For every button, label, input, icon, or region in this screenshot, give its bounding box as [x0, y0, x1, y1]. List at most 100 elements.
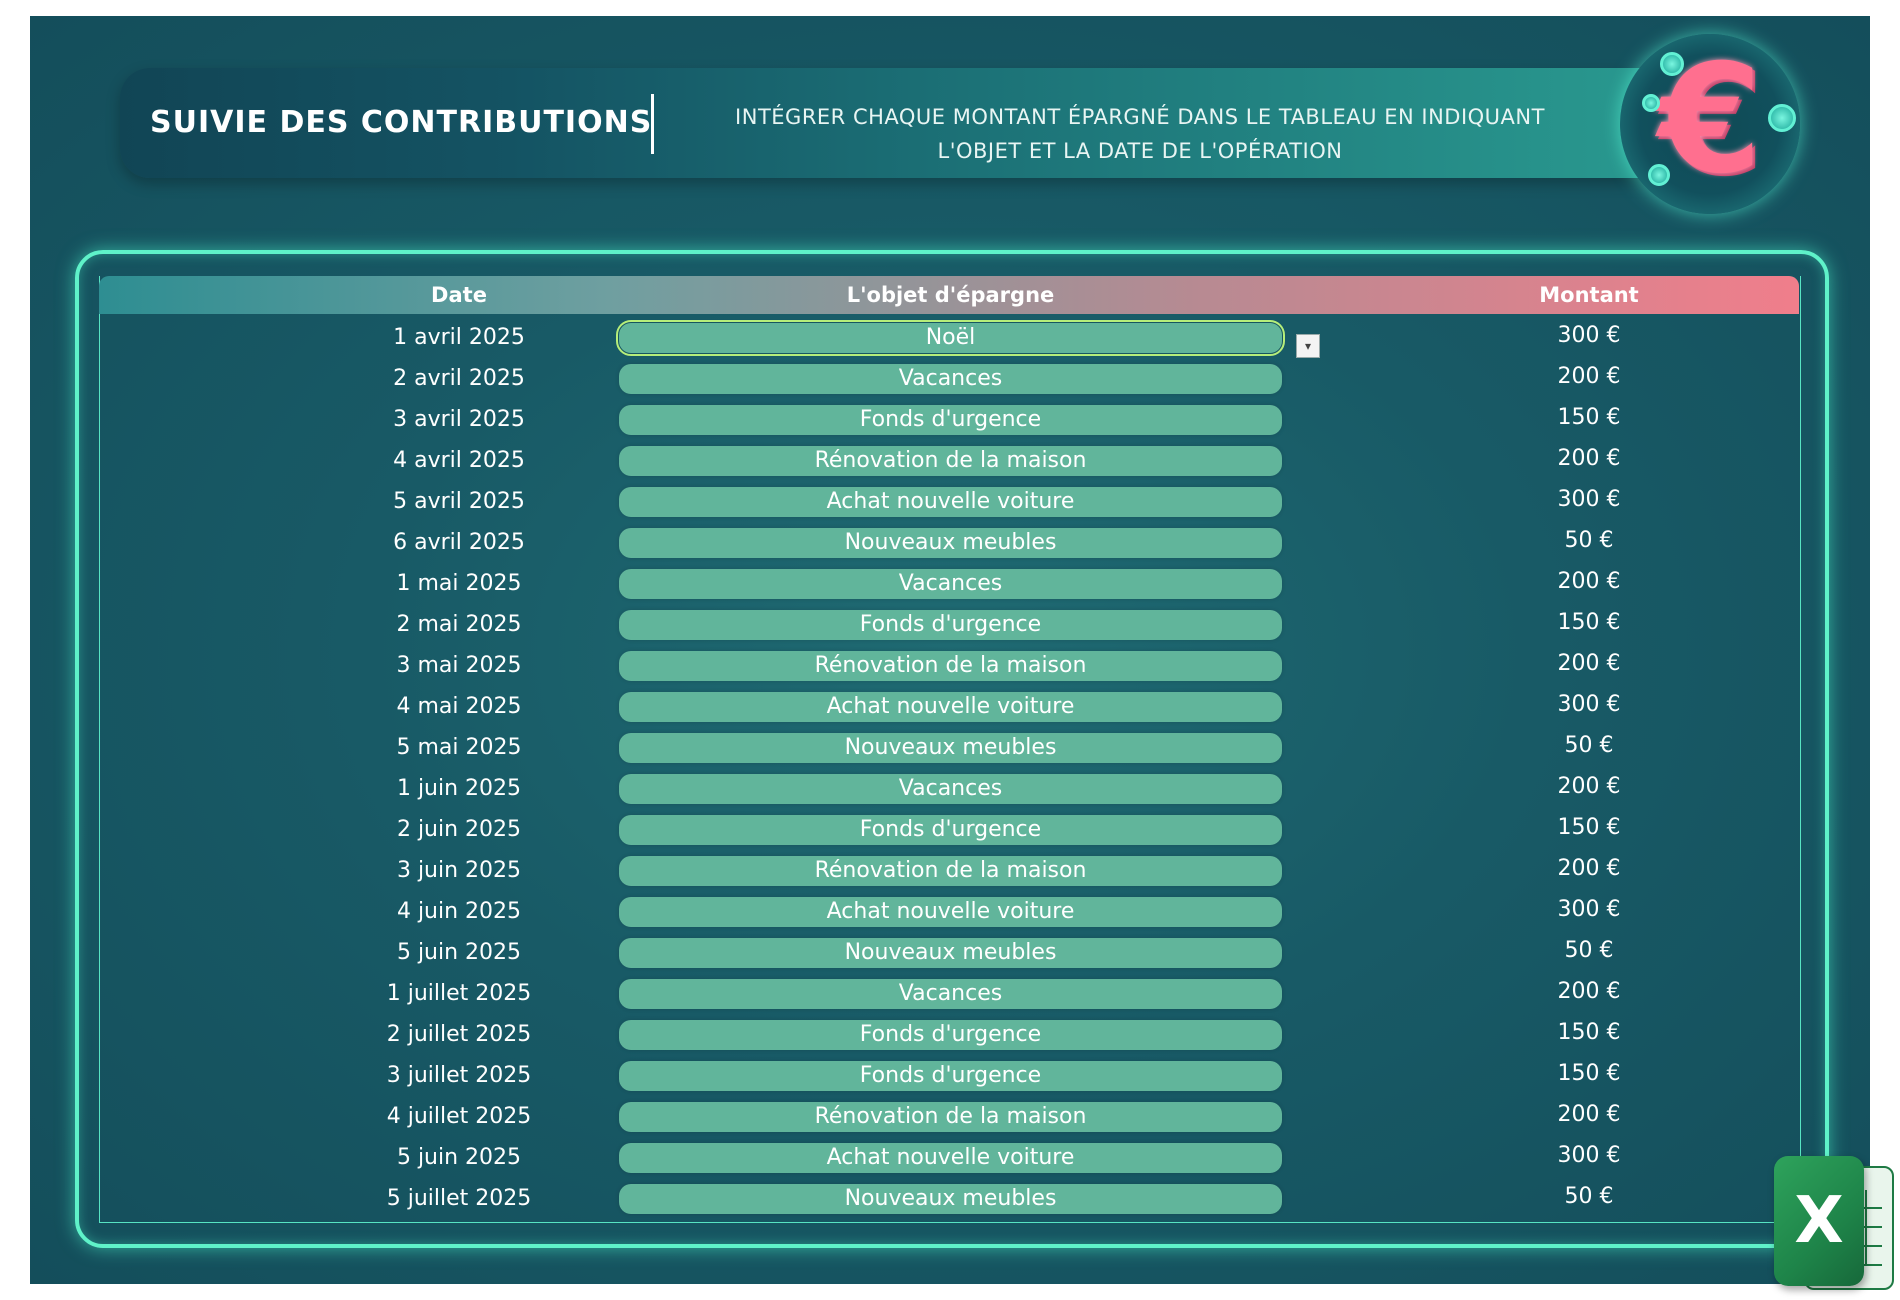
column-header-date[interactable]: Date [431, 283, 487, 307]
table-row: 5 avril 2025 Achat nouvelle voiture 300 € [99, 481, 1799, 522]
cell-montant[interactable]: 200 € [1557, 569, 1621, 594]
cell-date[interactable]: 5 avril 2025 [393, 489, 525, 514]
cell-date[interactable]: 5 juin 2025 [396, 1145, 522, 1170]
cell-objet-dropdown[interactable]: Fonds d'urgence [619, 405, 1282, 435]
cell-montant[interactable]: 200 € [1557, 651, 1621, 676]
cell-objet-dropdown[interactable]: Fonds d'urgence [619, 815, 1282, 845]
cell-date[interactable]: 2 avril 2025 [393, 366, 525, 391]
table-row: 2 mai 2025 Fonds d'urgence 150 € [99, 604, 1799, 645]
cell-montant[interactable]: 150 € [1557, 815, 1621, 840]
table-row: 4 mai 2025 Achat nouvelle voiture 300 € [99, 686, 1799, 727]
cell-date[interactable]: 1 avril 2025 [393, 325, 525, 350]
page-title: SUIVIE DES CONTRIBUTIONS [150, 105, 653, 140]
excel-badge: X [1774, 1156, 1864, 1286]
table-row: 2 juillet 2025 Fonds d'urgence 150 € [99, 1014, 1799, 1055]
column-header-objet[interactable]: L'objet d'épargne [846, 283, 1055, 307]
cell-montant[interactable]: 200 € [1557, 364, 1621, 389]
cell-date[interactable]: 2 mai 2025 [396, 612, 522, 637]
cell-objet-dropdown[interactable]: Achat nouvelle voiture [619, 1143, 1282, 1173]
title-divider [651, 94, 654, 154]
cell-montant[interactable]: 300 € [1557, 692, 1621, 717]
subtitle-line-1: INTÉGRER CHAQUE MONTANT ÉPARGNÉ DANS LE … [735, 105, 1545, 129]
table-row: 5 juillet 2025 Nouveaux meubles 50 € [99, 1178, 1799, 1219]
cell-date[interactable]: 4 mai 2025 [396, 694, 522, 719]
cell-objet-dropdown[interactable]: Fonds d'urgence [619, 1061, 1282, 1091]
table-row: 2 avril 2025 Vacances 200 € [99, 358, 1799, 399]
cell-montant[interactable]: 300 € [1557, 1143, 1621, 1168]
cell-montant[interactable]: 50 € [1564, 938, 1614, 963]
column-header-montant[interactable]: Montant [1539, 283, 1639, 307]
cell-montant[interactable]: 50 € [1564, 528, 1614, 553]
table-row: 5 mai 2025 Nouveaux meubles 50 € [99, 727, 1799, 768]
cell-objet-dropdown[interactable]: Fonds d'urgence [619, 1020, 1282, 1050]
cell-montant[interactable]: 200 € [1557, 774, 1621, 799]
subtitle-line-2: L'OBJET ET LA DATE DE L'OPÉRATION [937, 139, 1343, 163]
cell-objet-dropdown[interactable]: Rénovation de la maison [619, 446, 1282, 476]
cell-objet-dropdown[interactable]: Achat nouvelle voiture [619, 487, 1282, 517]
cell-date[interactable]: 5 juin 2025 [396, 940, 522, 965]
cell-date[interactable]: 4 avril 2025 [393, 448, 525, 473]
page-subtitle: INTÉGRER CHAQUE MONTANT ÉPARGNÉ DANS LE … [680, 100, 1600, 170]
table-row: 4 juin 2025 Achat nouvelle voiture 300 € [99, 891, 1799, 932]
cell-date[interactable]: 2 juin 2025 [396, 817, 522, 842]
cell-montant[interactable]: 300 € [1557, 323, 1621, 348]
cell-objet-dropdown[interactable]: Nouveaux meubles [619, 733, 1282, 763]
cell-montant[interactable]: 200 € [1557, 979, 1621, 1004]
table-row: 3 juin 2025 Rénovation de la maison 200 € [99, 850, 1799, 891]
cell-date[interactable]: 3 avril 2025 [393, 407, 525, 432]
cell-date[interactable]: 5 mai 2025 [396, 735, 522, 760]
euro-logo-icon: € [1620, 34, 1800, 214]
cell-date[interactable]: 3 juillet 2025 [386, 1063, 532, 1088]
cell-montant[interactable]: 50 € [1564, 1184, 1614, 1209]
cell-date[interactable]: 4 juin 2025 [396, 899, 522, 924]
cell-objet-dropdown[interactable]: Rénovation de la maison [619, 856, 1282, 886]
cell-date[interactable]: 2 juillet 2025 [386, 1022, 532, 1047]
cell-objet-dropdown[interactable]: Vacances [619, 774, 1282, 804]
cell-montant[interactable]: 50 € [1564, 733, 1614, 758]
cell-montant[interactable]: 200 € [1557, 446, 1621, 471]
contributions-table [99, 276, 1801, 1223]
cell-montant[interactable]: 200 € [1557, 856, 1621, 881]
cell-date[interactable]: 1 juin 2025 [396, 776, 522, 801]
table-header: Date L'objet d'épargne Montant [99, 276, 1799, 314]
cell-date[interactable]: 4 juillet 2025 [386, 1104, 532, 1129]
cell-date[interactable]: 1 juillet 2025 [386, 981, 532, 1006]
table-row: 4 juillet 2025 Rénovation de la maison 200… [99, 1096, 1799, 1137]
cell-objet-dropdown[interactable]: Nouveaux meubles [619, 528, 1282, 558]
cell-date[interactable]: 1 mai 2025 [396, 571, 522, 596]
table-row: 5 juin 2025 Achat nouvelle voiture 300 € [99, 1137, 1799, 1178]
cell-objet-dropdown[interactable]: Vacances [619, 364, 1282, 394]
cell-montant[interactable]: 200 € [1557, 1102, 1621, 1127]
cell-date[interactable]: 5 juillet 2025 [386, 1186, 532, 1211]
chevron-down-icon[interactable]: ▾ [1296, 334, 1320, 358]
table-row: 1 juillet 2025 Vacances 200 € [99, 973, 1799, 1014]
cell-objet-dropdown[interactable]: Vacances [619, 569, 1282, 599]
logo-bubble-icon [1642, 94, 1660, 112]
cell-montant[interactable]: 150 € [1557, 1020, 1621, 1045]
cell-montant[interactable]: 300 € [1557, 487, 1621, 512]
cell-date[interactable]: 3 juin 2025 [396, 858, 522, 883]
table-row: 1 avril 2025 Noël 300 € [99, 317, 1799, 358]
cell-objet-dropdown[interactable]: Rénovation de la maison [619, 1102, 1282, 1132]
cell-objet-dropdown[interactable]: Nouveaux meubles [619, 1184, 1282, 1214]
cell-montant[interactable]: 150 € [1557, 610, 1621, 635]
cell-objet-dropdown[interactable]: Nouveaux meubles [619, 938, 1282, 968]
excel-icon: X [1774, 1156, 1894, 1296]
cell-montant[interactable]: 150 € [1557, 405, 1621, 430]
header-banner [120, 68, 1680, 178]
cell-objet-dropdown[interactable]: Noël [616, 320, 1285, 356]
cell-date[interactable]: 3 mai 2025 [396, 653, 522, 678]
logo-bubble-icon [1648, 164, 1670, 186]
cell-objet-dropdown[interactable]: Vacances [619, 979, 1282, 1009]
cell-montant[interactable]: 300 € [1557, 897, 1621, 922]
cell-montant[interactable]: 150 € [1557, 1061, 1621, 1086]
table-row: 2 juin 2025 Fonds d'urgence 150 € [99, 809, 1799, 850]
excel-letter: X [1794, 1184, 1844, 1258]
cell-date[interactable]: 6 avril 2025 [393, 530, 525, 555]
table-row: 3 mai 2025 Rénovation de la maison 200 € [99, 645, 1799, 686]
cell-objet-dropdown[interactable]: Rénovation de la maison [619, 651, 1282, 681]
cell-objet-dropdown[interactable]: Fonds d'urgence [619, 610, 1282, 640]
table-row: 1 juin 2025 Vacances 200 € [99, 768, 1799, 809]
cell-objet-dropdown[interactable]: Achat nouvelle voiture [619, 897, 1282, 927]
cell-objet-dropdown[interactable]: Achat nouvelle voiture [619, 692, 1282, 722]
